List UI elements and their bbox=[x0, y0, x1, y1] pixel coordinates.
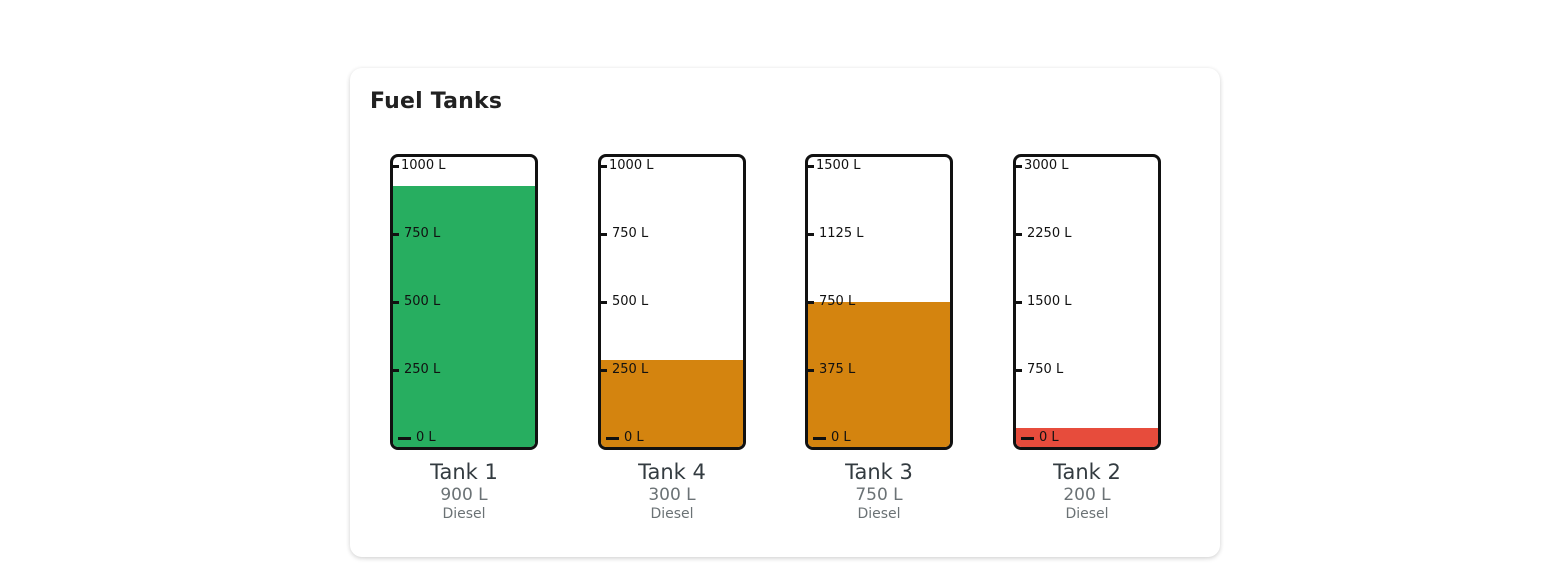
tank-fill-level bbox=[601, 360, 743, 447]
tank-name: Tank 4 bbox=[638, 460, 706, 484]
tick-mark bbox=[1016, 232, 1022, 236]
tick-mark bbox=[808, 164, 814, 168]
tick-label: 1000 L bbox=[401, 158, 446, 173]
tank-fuel-type: Diesel bbox=[1065, 506, 1109, 522]
tank-name: Tank 2 bbox=[1053, 460, 1121, 484]
tick-label: 250 L bbox=[612, 362, 649, 377]
tick-label: 1500 L bbox=[1027, 294, 1072, 309]
tank-fill-level bbox=[1016, 427, 1158, 447]
tick-label: 375 L bbox=[819, 362, 856, 377]
tank-level-text: 900 L bbox=[440, 485, 488, 505]
tick-mark bbox=[606, 436, 619, 440]
tick-label: 1125 L bbox=[819, 226, 864, 241]
tick-label: 1000 L bbox=[609, 158, 654, 173]
tank-gauge: 3000 L 2250 L 1500 L 750 L 0 L Tank 2 200 L Die… bbox=[1013, 154, 1161, 534]
tank-body: 3000 L 2250 L 1500 L 750 L 0 L bbox=[1013, 154, 1161, 450]
tick-label: 0 L bbox=[831, 430, 851, 445]
tick-mark bbox=[808, 368, 814, 372]
tick-mark bbox=[1016, 300, 1022, 304]
tick-mark bbox=[601, 300, 607, 304]
tick-mark bbox=[393, 232, 399, 236]
tick-mark bbox=[808, 300, 814, 304]
tick-label: 2250 L bbox=[1027, 226, 1072, 241]
tick-label: 750 L bbox=[404, 226, 441, 241]
tick-label: 0 L bbox=[1039, 430, 1059, 445]
tick-mark bbox=[808, 232, 814, 236]
tank-gauge: 1000 L 750 L 500 L 250 L 0 L Tank 4 300 L Diese… bbox=[598, 154, 746, 534]
tick-label: 750 L bbox=[1027, 362, 1064, 377]
tank-body: 1000 L 750 L 500 L 250 L 0 L bbox=[390, 154, 538, 450]
tick-mark bbox=[601, 232, 607, 236]
tick-mark bbox=[601, 164, 607, 168]
tick-label: 750 L bbox=[612, 226, 649, 241]
tick-mark bbox=[1016, 368, 1022, 372]
tank-body: 1000 L 750 L 500 L 250 L 0 L bbox=[598, 154, 746, 450]
tank-name: Tank 1 bbox=[430, 460, 498, 484]
tank-level-text: 300 L bbox=[648, 485, 696, 505]
tank-gauge: 1000 L 750 L 500 L 250 L 0 L Tank 1 900 L Diese… bbox=[390, 154, 538, 534]
tick-mark bbox=[393, 300, 399, 304]
tick-mark bbox=[393, 164, 399, 168]
tick-label: 500 L bbox=[404, 294, 441, 309]
tick-label: 3000 L bbox=[1024, 158, 1069, 173]
tick-label: 1500 L bbox=[816, 158, 861, 173]
tank-fuel-type: Diesel bbox=[857, 506, 901, 522]
tick-label: 0 L bbox=[624, 430, 644, 445]
tick-label: 250 L bbox=[404, 362, 441, 377]
tank-fuel-type: Diesel bbox=[650, 506, 694, 522]
tick-mark bbox=[601, 368, 607, 372]
tank-body: 1500 L 1125 L 750 L 375 L 0 L bbox=[805, 154, 953, 450]
tick-mark bbox=[813, 436, 826, 440]
tank-fuel-type: Diesel bbox=[442, 506, 486, 522]
fuel-tanks-card: Fuel Tanks 1000 L 750 L 500 L 250 L 0 L Tank … bbox=[350, 68, 1220, 557]
tank-level-text: 200 L bbox=[1063, 485, 1111, 505]
tank-fill-level bbox=[393, 186, 535, 447]
tank-level-text: 750 L bbox=[855, 485, 903, 505]
card-title: Fuel Tanks bbox=[370, 89, 503, 114]
tick-label: 750 L bbox=[819, 294, 856, 309]
tick-mark bbox=[393, 368, 399, 372]
tick-mark bbox=[398, 436, 411, 440]
tick-mark bbox=[1021, 436, 1034, 440]
tank-name: Tank 3 bbox=[845, 460, 913, 484]
tick-label: 500 L bbox=[612, 294, 649, 309]
tick-label: 0 L bbox=[416, 430, 436, 445]
tank-fill-level bbox=[808, 302, 950, 447]
tick-mark bbox=[1016, 164, 1022, 168]
